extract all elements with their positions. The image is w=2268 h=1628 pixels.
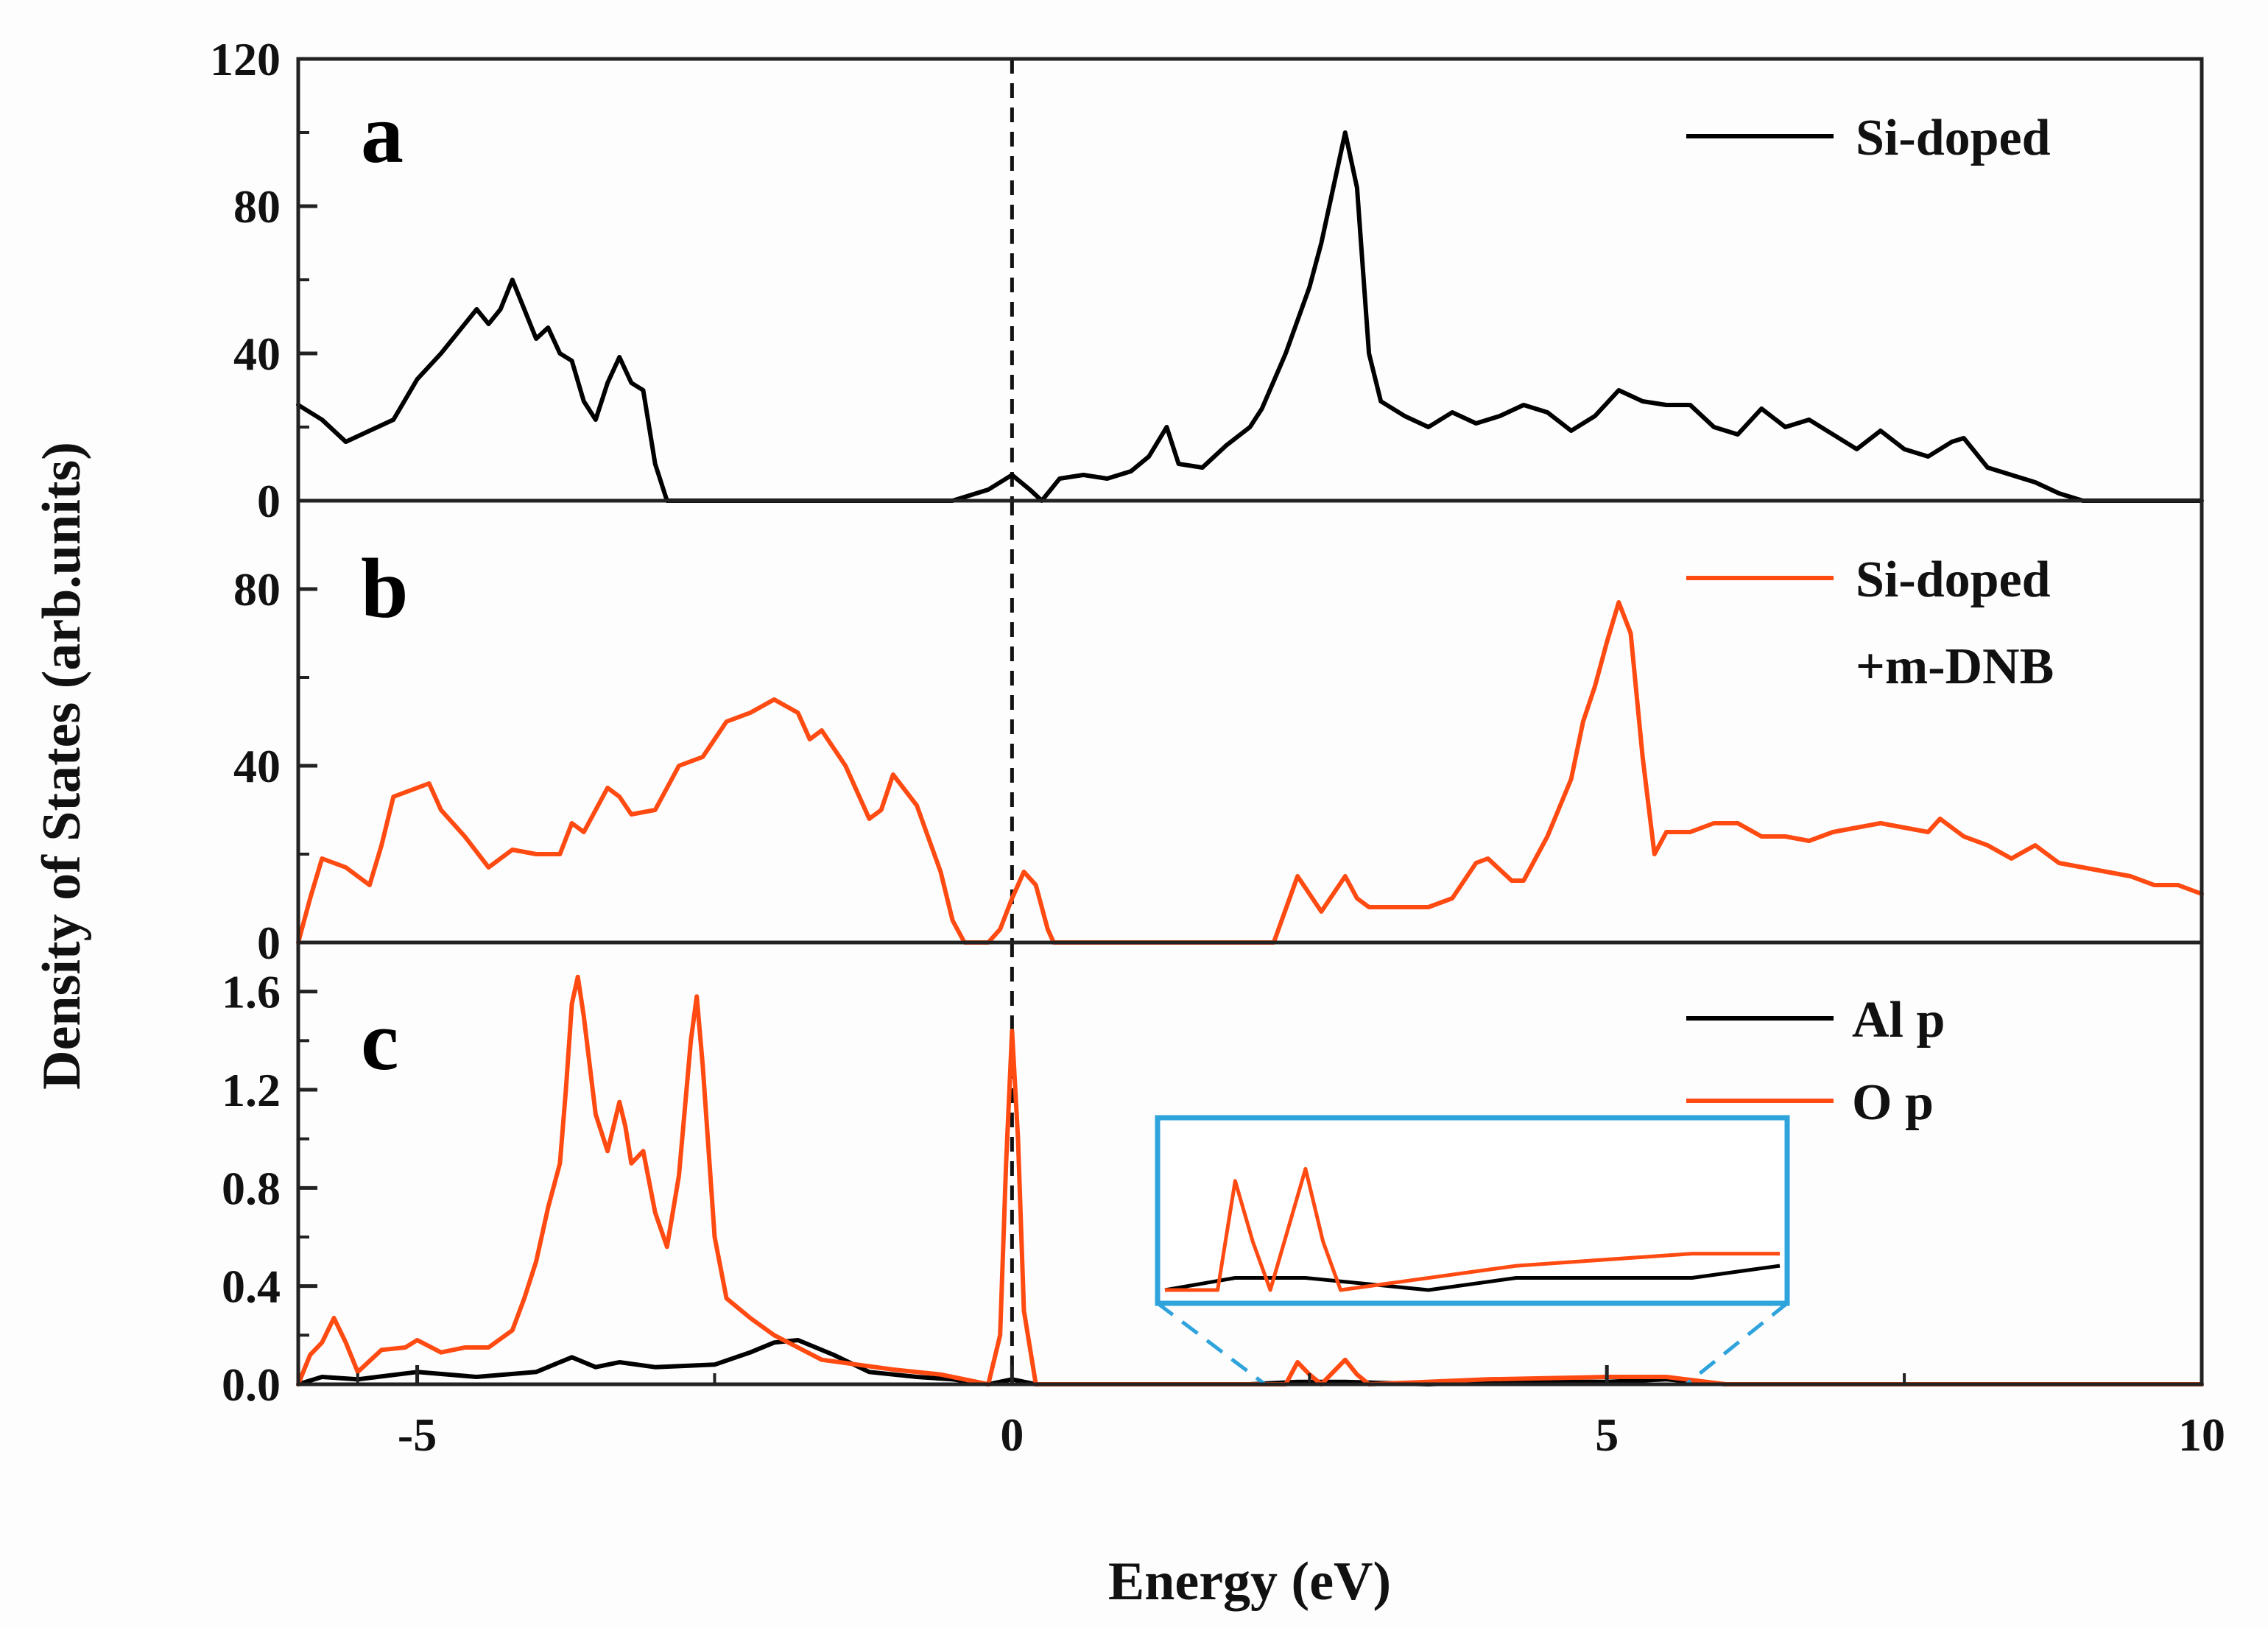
y-tick-label-c-2: 0.8 — [222, 1162, 281, 1214]
y-tick-label-a-3: 120 — [210, 33, 281, 85]
inset-connector-left — [1156, 1302, 1267, 1386]
x-axis-title: Energy (eV) — [1108, 1551, 1391, 1612]
y-tick-label-c-4: 1.6 — [222, 966, 281, 1018]
legend-label-o-p: O p — [1852, 1074, 1934, 1131]
legend-label-si-doped-mdnb-line1: Si-doped — [1856, 552, 2051, 608]
legend-label-si-doped: Si-doped — [1856, 110, 2051, 166]
inset-connector-right — [1685, 1302, 1789, 1386]
y-tick-label-c-0: 0.0 — [222, 1359, 281, 1411]
y-tick-label-a-2: 80 — [233, 180, 281, 233]
legend-label-si-doped-mdnb-line2: +m-DNB — [1856, 638, 2054, 695]
x-tick-label-1: 0 — [1000, 1409, 1024, 1461]
panel-label-c: c — [361, 994, 399, 1088]
inset-series-line-al-p — [1164, 1264, 1781, 1292]
inset-series-line-o-p — [1165, 1166, 1780, 1292]
y-tick-label-b-2: 80 — [233, 563, 281, 616]
panel-label-b: b — [361, 542, 409, 636]
inset-frame — [1155, 1115, 1790, 1306]
panel-b: 0 40 80 b Si-doped +m-DNB — [233, 501, 2204, 969]
legend-label-al-p: Al p — [1852, 992, 1945, 1049]
panel-c: 0.0 0.4 0.8 1.2 1.6 -5 0 5 10 c Al p O p — [222, 942, 2225, 1461]
x-tick-label-2: 5 — [1595, 1409, 1619, 1461]
legend-c: Al p O p — [1686, 992, 1945, 1131]
series-line-si-doped-m-dnb — [296, 600, 2204, 945]
series-line-si-doped — [296, 130, 2204, 503]
series-line-o-p — [296, 974, 2204, 1386]
inset-magnified — [1155, 1115, 1790, 1386]
legend-a: Si-doped — [1686, 110, 2051, 166]
y-tick-label-b-1: 40 — [233, 740, 281, 792]
y-tick-label-a-1: 40 — [233, 328, 281, 380]
x-tick-label-3: 10 — [2178, 1409, 2225, 1461]
y-tick-label-c-3: 1.2 — [222, 1064, 281, 1116]
y-tick-label-c-1: 0.4 — [222, 1261, 281, 1313]
plot-frame — [296, 57, 2204, 1386]
x-tick-label-0: -5 — [398, 1409, 437, 1461]
y-tick-label-a-0: 0 — [257, 475, 281, 527]
legend-b: Si-doped +m-DNB — [1686, 552, 2054, 695]
y-tick-label-b-0: 0 — [257, 917, 281, 969]
panel-label-a: a — [361, 87, 404, 181]
y-axis-title: Density of States (arb.units) — [32, 442, 92, 1090]
panel-a: 0 40 80 120 a Si-doped — [210, 33, 2204, 527]
